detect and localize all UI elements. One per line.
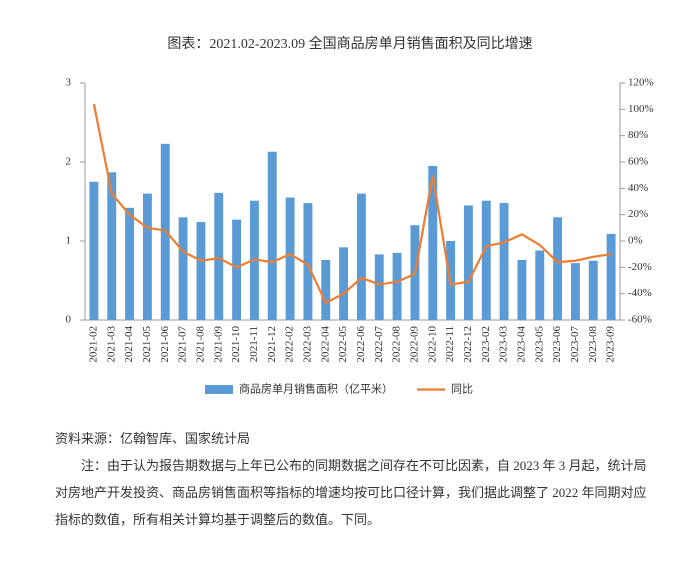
x-tick-label: 2021-04 xyxy=(123,326,135,363)
bar xyxy=(535,250,545,320)
bar xyxy=(356,193,366,320)
x-tick-label: 2022-08 xyxy=(391,326,403,363)
line xyxy=(92,103,612,305)
y2-tick-label: 120% xyxy=(628,77,654,89)
bar xyxy=(303,203,313,320)
y-tick-label: 0 xyxy=(66,314,72,326)
x-tick-label: 2022-06 xyxy=(355,326,367,363)
bar xyxy=(374,254,384,320)
x-tick-label: 2023-05 xyxy=(533,326,545,363)
bar xyxy=(517,259,527,320)
bar xyxy=(481,200,491,320)
x-tick-label: 2023-02 xyxy=(480,326,492,363)
x-tick-label: 2021-10 xyxy=(230,326,242,363)
bar xyxy=(428,165,438,320)
x-tick-label: 2023-03 xyxy=(498,326,510,363)
y-tick-label: 1 xyxy=(66,235,72,247)
x-tick-label: 2023-06 xyxy=(551,326,563,363)
y-tick-label: 3 xyxy=(66,77,72,89)
bar xyxy=(588,260,598,320)
x-tick-label: 2021-08 xyxy=(194,326,206,363)
legend-swatch xyxy=(205,385,233,394)
bar xyxy=(232,219,242,320)
x-tick-label: 2021-05 xyxy=(141,326,153,363)
x-tick-label: 2021-03 xyxy=(105,326,117,363)
x-tick-label: 2023-07 xyxy=(569,326,581,363)
bar xyxy=(606,233,616,320)
x-tick-label: 2021-07 xyxy=(177,326,189,363)
bar xyxy=(142,193,152,320)
y2-tick-label: 40% xyxy=(628,182,648,194)
bar xyxy=(125,207,135,320)
x-tick-label: 2022-10 xyxy=(426,326,438,363)
x-tick-label: 2021-06 xyxy=(159,326,171,363)
x-tick-label: 2023-04 xyxy=(515,326,527,363)
source: 资料来源：亿翰智库、国家统计局 xyxy=(55,431,251,446)
chart-title: 图表：2021.02-2023.09 全国商品房单月销售面积及同比增速 xyxy=(167,35,532,52)
bar xyxy=(553,217,563,320)
x-tick-label: 2022-03 xyxy=(301,326,313,363)
x-tick-label: 2021-02 xyxy=(87,326,99,363)
x-tick-label: 2022-04 xyxy=(319,326,331,363)
notes: 资料来源：亿翰智库、国家统计局 注：由于认为报告期数据与上年已公布的同期数据之间… xyxy=(55,425,655,533)
x-tick-label: 2022-12 xyxy=(462,326,474,363)
y-tick-label: 2 xyxy=(66,156,72,168)
bar xyxy=(285,197,295,320)
bar xyxy=(499,203,509,320)
bar xyxy=(463,205,473,320)
x-tick-label: 2023-09 xyxy=(605,326,617,363)
x-tick-label: 2021-11 xyxy=(248,326,260,362)
x-tick-label: 2021-12 xyxy=(266,326,278,363)
y2-tick-label: -20% xyxy=(628,261,652,273)
y2-tick-label: 0% xyxy=(628,235,643,247)
x-tick-label: 2022-02 xyxy=(284,326,296,363)
bar xyxy=(321,259,331,320)
note: 注：由于认为报告期数据与上年已公布的同期数据之间存在不可比因素，自 2023 年… xyxy=(55,458,647,527)
y2-tick-label: -40% xyxy=(628,287,652,299)
bar xyxy=(339,247,349,320)
x-tick-label: 2022-07 xyxy=(373,326,385,363)
x-tick-label: 2023-08 xyxy=(587,326,599,363)
legend-label: 商品房单月销售面积（亿平米） xyxy=(239,382,393,396)
x-tick-label: 2022-09 xyxy=(408,326,420,363)
y2-tick-label: 100% xyxy=(628,103,654,115)
bar xyxy=(570,263,580,320)
bar xyxy=(196,222,206,320)
y2-tick-label: -60% xyxy=(628,314,652,326)
bar xyxy=(178,217,188,320)
y2-tick-label: 80% xyxy=(628,129,648,141)
bar xyxy=(89,181,99,320)
bar xyxy=(267,151,277,320)
bar xyxy=(107,172,117,320)
x-tick-label: 2022-11 xyxy=(444,326,456,362)
bar xyxy=(392,252,402,320)
x-tick-label: 2021-09 xyxy=(212,326,224,363)
legend-label: 同比 xyxy=(451,383,473,396)
y2-tick-label: 20% xyxy=(628,208,648,220)
chart: 图表：2021.02-2023.09 全国商品房单月销售面积及同比增速 0 1 2 3… xyxy=(66,35,654,396)
bar xyxy=(214,192,224,320)
x-tick-label: 2022-05 xyxy=(337,326,349,363)
y2-tick-label: 60% xyxy=(628,156,648,168)
